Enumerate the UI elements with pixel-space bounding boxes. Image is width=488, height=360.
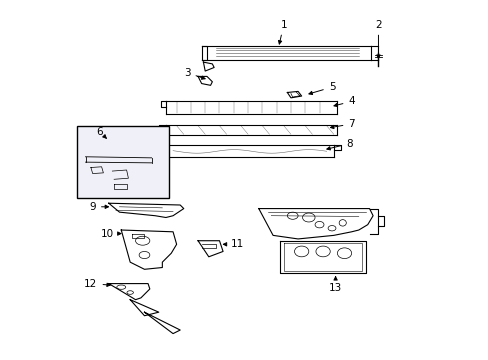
Text: 4: 4: [333, 96, 354, 107]
Text: 1: 1: [278, 19, 286, 44]
Text: 11: 11: [223, 239, 244, 249]
Text: 7: 7: [330, 119, 354, 129]
Text: 9: 9: [89, 202, 108, 212]
Text: 8: 8: [326, 139, 352, 150]
Text: 3: 3: [183, 68, 204, 79]
Text: 2: 2: [374, 19, 381, 58]
Bar: [77, 126, 169, 198]
Text: 13: 13: [328, 277, 342, 293]
Text: 12: 12: [84, 279, 110, 289]
Text: 5: 5: [308, 82, 335, 95]
Text: 10: 10: [100, 229, 121, 239]
Text: 6: 6: [96, 127, 106, 138]
